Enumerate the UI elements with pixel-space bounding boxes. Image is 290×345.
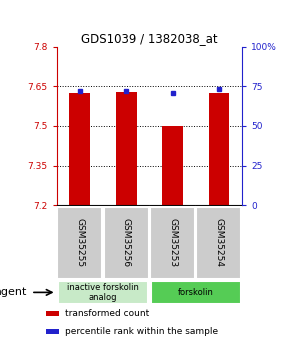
Text: inactive forskolin
analog: inactive forskolin analog — [67, 283, 139, 302]
Text: GSM35255: GSM35255 — [75, 218, 84, 267]
Bar — [46, 329, 59, 334]
Bar — [69, 93, 90, 205]
Bar — [151, 281, 241, 304]
Text: forskolin: forskolin — [178, 288, 214, 297]
Bar — [209, 93, 229, 205]
Bar — [57, 207, 102, 279]
Text: agent: agent — [0, 287, 26, 297]
Bar — [116, 91, 137, 205]
Text: GSM35254: GSM35254 — [214, 218, 224, 267]
Bar — [58, 281, 148, 304]
Text: transformed count: transformed count — [65, 309, 149, 318]
Title: GDS1039 / 1382038_at: GDS1039 / 1382038_at — [81, 32, 218, 46]
Text: GSM35256: GSM35256 — [122, 218, 131, 267]
Bar — [46, 311, 59, 316]
Text: percentile rank within the sample: percentile rank within the sample — [65, 327, 218, 336]
Bar — [150, 207, 195, 279]
Text: GSM35253: GSM35253 — [168, 218, 177, 267]
Bar — [196, 207, 242, 279]
Bar — [104, 207, 149, 279]
Bar — [162, 126, 183, 205]
